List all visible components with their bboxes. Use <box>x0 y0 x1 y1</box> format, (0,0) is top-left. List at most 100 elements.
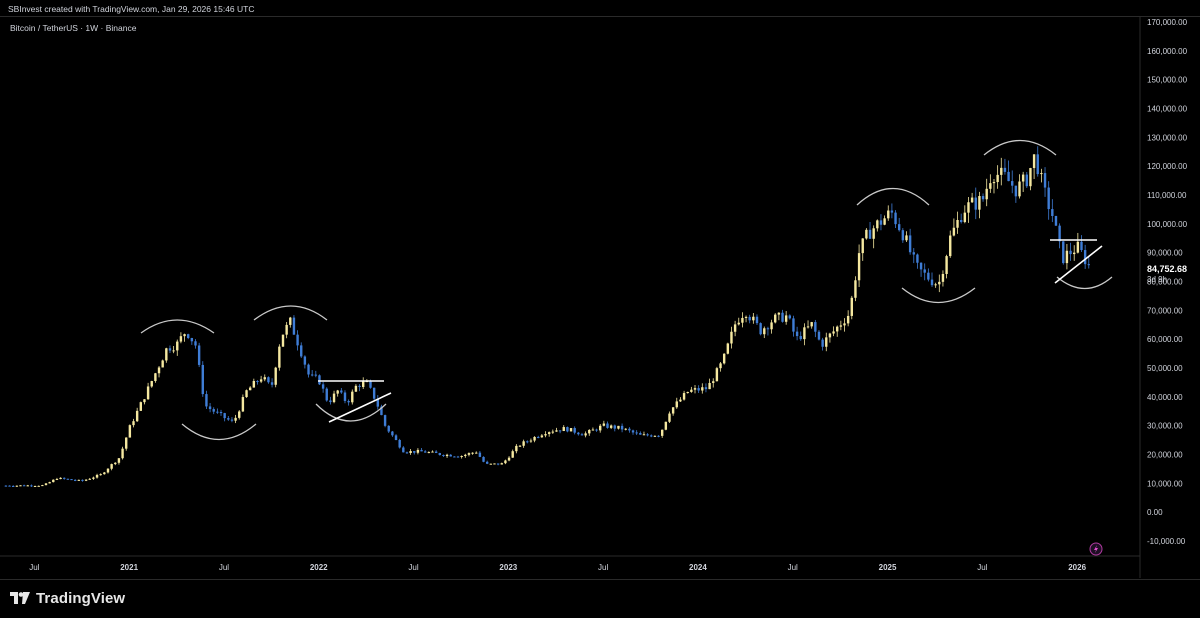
candle-body <box>256 380 259 382</box>
candle-body <box>405 452 409 454</box>
bottom-arc-2026 <box>1056 276 1113 290</box>
candle-body <box>347 400 350 403</box>
candle-body <box>376 398 379 407</box>
candle-body <box>719 363 722 369</box>
candle-body <box>1032 154 1036 169</box>
symbol-title: Bitcoin / TetherUS · 1W · Binance <box>10 23 137 33</box>
candle-body <box>573 428 576 433</box>
candle-body <box>894 212 897 225</box>
candle-body <box>507 457 511 461</box>
price-tick-label: 40,000.00 <box>1147 393 1183 402</box>
candle-body <box>708 382 711 390</box>
candle-body <box>1036 154 1039 175</box>
candle-body <box>646 434 649 436</box>
candle-body <box>19 485 22 487</box>
candle-body <box>537 436 540 438</box>
candle-body <box>810 322 813 327</box>
candle-body <box>52 479 55 483</box>
tradingview-logo[interactable]: TradingView <box>10 590 125 607</box>
candle-body <box>161 360 164 368</box>
candle-body <box>642 434 646 436</box>
price-tick-label: 160,000.00 <box>1147 47 1188 56</box>
candle-body <box>179 336 183 342</box>
candle-body <box>329 400 332 403</box>
candle-body <box>788 315 792 319</box>
candle-body <box>259 379 263 382</box>
candle-body <box>653 435 657 437</box>
price-tick-label: 50,000.00 <box>1147 364 1183 373</box>
candle-body <box>318 375 321 385</box>
candle-body <box>846 315 850 324</box>
drawing-annotations <box>140 139 1113 441</box>
candle-body <box>125 437 128 449</box>
candle-body <box>66 478 70 480</box>
candle-body <box>1025 174 1029 187</box>
candle-body <box>741 317 744 323</box>
candle-body <box>1003 167 1007 172</box>
candle-body <box>73 479 77 481</box>
time-tick-label: 2022 <box>310 563 328 572</box>
candle-body <box>566 427 569 432</box>
candle-body <box>500 463 503 465</box>
candle-body <box>88 478 91 480</box>
price-tick-label: 80,000.00 <box>1147 278 1183 287</box>
candle-body <box>526 441 529 443</box>
candle-body <box>671 407 675 414</box>
candle-body <box>1062 241 1065 264</box>
candle-body <box>409 451 412 454</box>
candle-body <box>263 377 266 380</box>
candle-body <box>128 425 132 438</box>
candle-body <box>234 417 237 421</box>
candle-body <box>522 441 525 446</box>
candle-body <box>190 338 194 342</box>
candle-body <box>420 449 423 452</box>
candle-body <box>325 388 328 401</box>
candle-body <box>595 429 598 431</box>
candle-body <box>398 439 401 448</box>
price-axis: -10,000.00 0.00 10,000.00 20,000.00 30,000.0… <box>1147 18 1188 546</box>
candle-body <box>146 386 150 400</box>
candle-body <box>857 253 861 281</box>
lightning-icon[interactable] <box>1089 542 1103 556</box>
candle-body <box>620 425 624 430</box>
candle-body <box>227 418 230 420</box>
time-tick-label: 2025 <box>879 563 897 572</box>
candle-body <box>985 188 988 200</box>
candle-body <box>679 399 682 402</box>
chart-frame <box>0 16 1200 580</box>
candle-body <box>467 453 471 455</box>
candle-body <box>478 452 482 457</box>
candle-body <box>704 387 708 390</box>
candlestick-chart[interactable]: -10,000.00 0.00 10,000.00 20,000.00 30,000.0… <box>0 0 1200 580</box>
candle-body <box>945 256 948 274</box>
candle-body <box>701 387 704 391</box>
candle-body <box>737 322 740 325</box>
candle-body <box>219 411 223 414</box>
candle-body <box>154 373 157 382</box>
candle-body <box>314 374 318 376</box>
candle-body <box>733 324 737 332</box>
candle-body <box>172 350 175 352</box>
candle-body <box>624 428 627 430</box>
candle-body <box>117 458 121 463</box>
candle-body <box>876 220 879 229</box>
candle-body <box>981 196 985 200</box>
candle-body <box>230 419 234 421</box>
chart-caption: SBInvest created with TradingView.com, J… <box>8 4 255 14</box>
candle-body <box>544 434 547 436</box>
candle-body <box>518 445 522 447</box>
candle-body <box>715 368 719 382</box>
candle-body <box>602 423 606 426</box>
candle-body <box>139 402 143 411</box>
candle-body <box>712 381 715 383</box>
candle-body <box>635 432 638 434</box>
candle-body <box>1076 241 1080 253</box>
candle-body <box>784 315 788 322</box>
last-price-value: 84,752.68 <box>1147 264 1187 274</box>
candle-body <box>267 377 270 383</box>
candle-body <box>748 316 751 321</box>
candle-body <box>854 280 857 298</box>
candle-body <box>1040 173 1043 175</box>
candle-body <box>121 448 124 459</box>
candle-body <box>628 428 631 431</box>
